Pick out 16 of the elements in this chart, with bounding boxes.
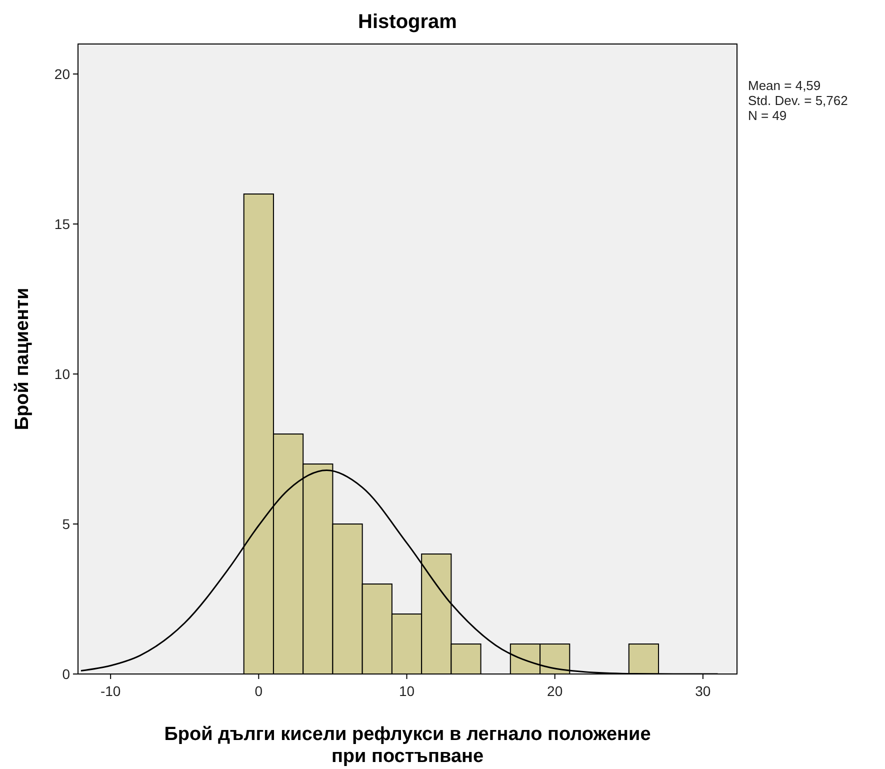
text: N = 49: [748, 108, 787, 123]
y-tick-label: 5: [62, 516, 70, 532]
x-tick-label: 30: [695, 683, 711, 699]
y-tick-label: 10: [54, 366, 70, 382]
x-tick-label: 10: [398, 683, 415, 699]
x-axis-title: Брой дълги кисели рефлукси в легнало положение при постъпване: [164, 724, 651, 767]
y-tick-label: 20: [54, 66, 70, 82]
y-tick-label: 15: [54, 216, 70, 232]
x-tick-label: -10: [100, 683, 121, 699]
text: Mean = 4,59: [748, 78, 821, 93]
text: Std. Dev. = 5,762: [748, 93, 848, 108]
x-tick-label: 20: [547, 683, 563, 699]
x-tick-label: 0: [254, 683, 263, 699]
y-axis-title: Брой пациенти: [12, 288, 33, 430]
y-tick-label: 0: [62, 666, 70, 682]
chart-title: Histogram: [358, 11, 457, 33]
